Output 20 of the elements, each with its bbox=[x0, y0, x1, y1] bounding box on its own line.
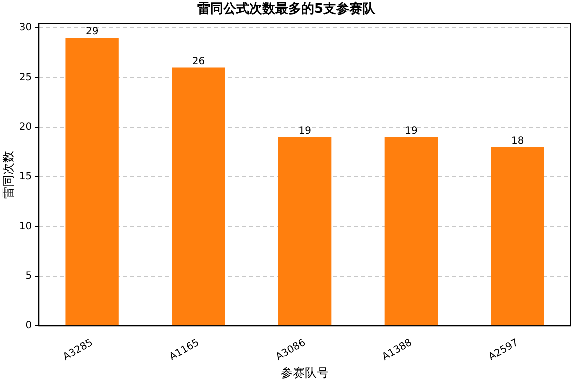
y-axis-title: 雷同次数 bbox=[1, 150, 16, 199]
x-axis-title: 参赛队号 bbox=[281, 366, 330, 380]
chart-title: 雷同公式次数最多的5支参赛队 bbox=[197, 1, 377, 18]
data-label: 26 bbox=[192, 56, 206, 68]
y-tick-label: 25 bbox=[19, 72, 32, 84]
data-label: 29 bbox=[86, 26, 99, 38]
data-label: 19 bbox=[298, 126, 312, 137]
y-tick-label: 15 bbox=[19, 172, 32, 183]
data-label: 19 bbox=[405, 126, 418, 137]
bar bbox=[172, 68, 226, 326]
data-label: 18 bbox=[511, 136, 524, 147]
y-tick-label: 0 bbox=[26, 320, 32, 332]
bar bbox=[66, 38, 119, 326]
y-tick-label: 5 bbox=[26, 270, 32, 282]
bar bbox=[384, 137, 438, 326]
bar bbox=[278, 137, 332, 326]
y-tick-label: 10 bbox=[19, 221, 32, 232]
y-tick-label: 30 bbox=[19, 22, 32, 34]
y-tick-label: 20 bbox=[19, 122, 32, 133]
bar bbox=[491, 147, 544, 326]
